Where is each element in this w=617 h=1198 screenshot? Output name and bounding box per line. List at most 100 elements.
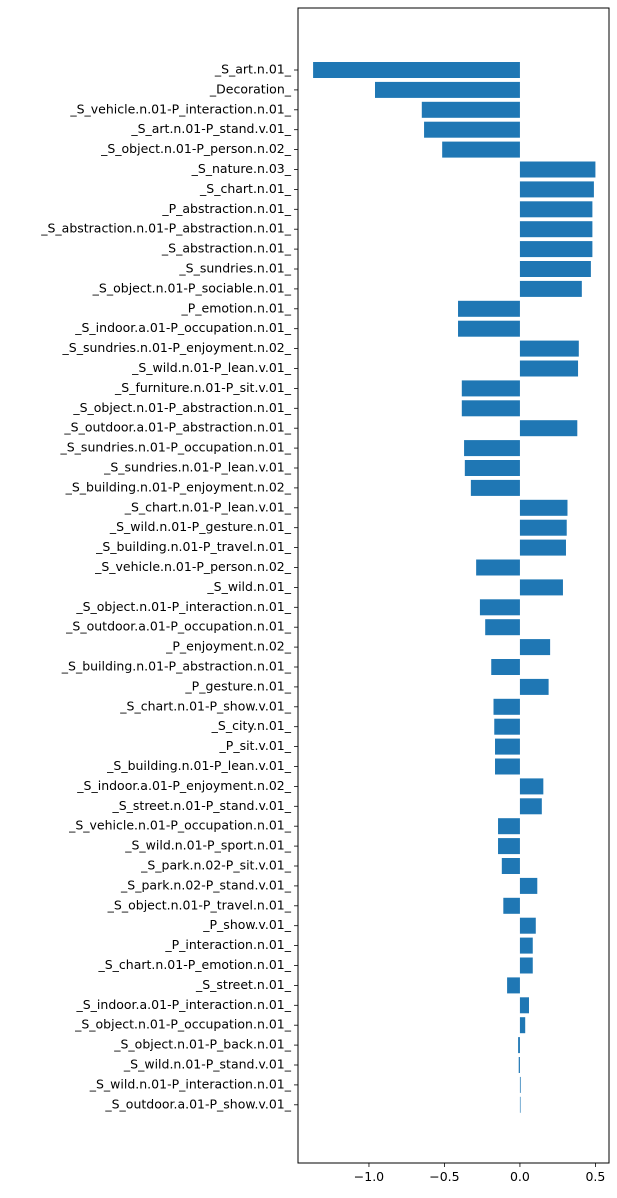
bar <box>518 1057 520 1073</box>
bar <box>519 778 544 795</box>
y-tick-label: _S_building.n.01-P_travel.n.01_ <box>95 539 292 554</box>
bar <box>479 599 520 616</box>
y-tick-label: _S_object.n.01-P_travel.n.01_ <box>107 897 292 912</box>
bar <box>519 957 533 974</box>
bar <box>519 1096 521 1113</box>
bar <box>519 877 538 894</box>
y-tick-label: _S_vehicle.n.01-P_interaction.n.01_ <box>69 101 291 116</box>
y-tick-label: _S_art.n.01_ <box>214 62 292 77</box>
bar <box>495 738 520 755</box>
y-tick-label: _S_abstraction.n.01_ <box>161 241 292 256</box>
y-tick-label: _S_object.n.01-P_person.n.02_ <box>100 141 292 156</box>
bar <box>519 639 551 656</box>
bar <box>519 1076 521 1093</box>
bar <box>470 479 520 496</box>
x-tick-label: 0.0 <box>510 1169 530 1184</box>
y-tick-label: _S_street.n.01-P_stand.v.01_ <box>111 798 291 813</box>
bar <box>495 758 520 775</box>
bar <box>458 320 520 337</box>
bar <box>424 121 520 138</box>
y-tick-label: _S_wild.n.01-P_interaction.n.01_ <box>89 1076 292 1091</box>
bar <box>519 340 579 357</box>
bar <box>519 1017 526 1034</box>
bar <box>519 579 563 596</box>
bar <box>519 420 578 437</box>
y-tick-label: _S_sundries.n.01_ <box>178 261 291 276</box>
y-tick-label: _P_show.v.01_ <box>202 917 291 932</box>
y-tick-label: _S_sundries.n.01-P_enjoyment.n.02_ <box>62 340 292 355</box>
x-tick-label: −0.5 <box>429 1169 459 1184</box>
bars-group <box>313 62 596 1113</box>
bar <box>519 917 536 934</box>
bar <box>461 380 520 397</box>
bar <box>464 440 520 457</box>
y-tick-label: _S_park.n.02-P_stand.v.01_ <box>120 877 292 892</box>
y-tick-label: _S_building.n.01-P_abstraction.n.01_ <box>61 659 292 674</box>
bar <box>498 838 520 855</box>
x-axis-ticks: −1.0 −0.5 0.0 0.5 <box>354 1163 605 1184</box>
bar <box>503 897 520 914</box>
y-tick-label: _S_wild.n.01_ <box>206 579 291 594</box>
y-tick-label: _S_object.n.01-P_abstraction.n.01_ <box>72 400 291 415</box>
bar <box>519 937 533 954</box>
y-tick-label: _P_enjoyment.n.02_ <box>165 639 292 654</box>
y-tick-label: _P_abstraction.n.01_ <box>161 201 291 216</box>
y-tick-label: _S_object.n.01-P_occupation.n.01_ <box>74 1017 292 1032</box>
bar <box>519 280 582 297</box>
plot-frame <box>297 7 610 1164</box>
bar <box>501 858 520 874</box>
bar <box>461 400 520 417</box>
y-tick-label: _S_nature.n.03_ <box>191 161 292 176</box>
y-tick-label: _S_object.n.01-P_sociable.n.01_ <box>92 280 292 295</box>
bar <box>421 101 520 118</box>
y-tick-label: _S_sundries.n.01-P_lean.v.01_ <box>103 460 292 475</box>
bar <box>493 698 520 715</box>
bar <box>494 718 520 735</box>
y-tick-label: _S_street.n.01_ <box>195 977 292 992</box>
bar <box>464 460 520 476</box>
bar <box>519 539 566 556</box>
bar <box>519 221 593 238</box>
y-tick-label: _Decoration_ <box>209 81 292 96</box>
y-tick-label: _S_indoor.a.01-P_enjoyment.n.02_ <box>76 778 291 793</box>
y-tick-label: _S_building.n.01-P_enjoyment.n.02_ <box>65 479 292 494</box>
y-tick-label: _S_outdoor.a.01-P_abstraction.n.01_ <box>63 420 291 435</box>
y-tick-label: _S_park.n.02-P_sit.v.01_ <box>140 858 292 873</box>
y-tick-label: _S_indoor.a.01-P_interaction.n.01_ <box>76 997 292 1012</box>
bar <box>518 1037 520 1054</box>
y-tick-label: _S_furniture.n.01-P_sit.v.01_ <box>114 380 292 395</box>
bar <box>519 360 579 377</box>
y-tick-label: _S_vehicle.n.01-P_occupation.n.01_ <box>68 818 292 833</box>
y-tick-label: _S_wild.n.01-P_lean.v.01_ <box>131 360 292 375</box>
x-tick-label: 0.5 <box>585 1169 605 1184</box>
y-tick-label: _S_building.n.01-P_lean.v.01_ <box>106 758 292 773</box>
bar <box>519 798 542 815</box>
y-tick-label: _P_interaction.n.01_ <box>164 937 291 952</box>
bar <box>519 261 591 277</box>
y-tick-label: _P_sit.v.01_ <box>219 738 292 753</box>
y-tick-label: _S_chart.n.01-P_lean.v.01_ <box>124 499 292 514</box>
y-tick-label: _S_chart.n.01-P_emotion.n.01_ <box>98 957 292 972</box>
y-tick-label: _S_outdoor.a.01-P_show.v.01_ <box>104 1096 291 1111</box>
bar <box>476 559 520 576</box>
bar <box>519 499 568 516</box>
bar <box>442 141 520 158</box>
y-tick-label: _S_city.n.01_ <box>211 718 292 733</box>
y-tick-label: _S_object.n.01-P_interaction.n.01_ <box>75 599 291 614</box>
y-tick-label: _S_art.n.01-P_stand.v.01_ <box>130 121 291 136</box>
y-tick-label: _P_gesture.n.01_ <box>184 678 291 693</box>
y-tick-label: _S_object.n.01-P_back.n.01_ <box>113 1037 292 1052</box>
y-tick-label: _S_indoor.a.01-P_occupation.n.01_ <box>74 320 291 335</box>
bar <box>519 519 567 536</box>
y-tick-label: _S_vehicle.n.01-P_person.n.02_ <box>94 559 292 574</box>
y-tick-label: _S_abstraction.n.01-P_abstraction.n.01_ <box>40 221 292 236</box>
y-tick-label: _S_chart.n.01_ <box>199 181 292 196</box>
bar <box>519 997 529 1014</box>
y-tick-label: _P_emotion.n.01_ <box>180 300 291 315</box>
y-tick-label: _S_chart.n.01-P_show.v.01_ <box>119 698 291 713</box>
bar <box>519 181 594 198</box>
bar <box>498 818 520 835</box>
y-tick-label: _S_wild.n.01-P_sport.n.01_ <box>124 838 292 853</box>
y-tick-label: _S_wild.n.01-P_gesture.n.01_ <box>109 519 292 534</box>
